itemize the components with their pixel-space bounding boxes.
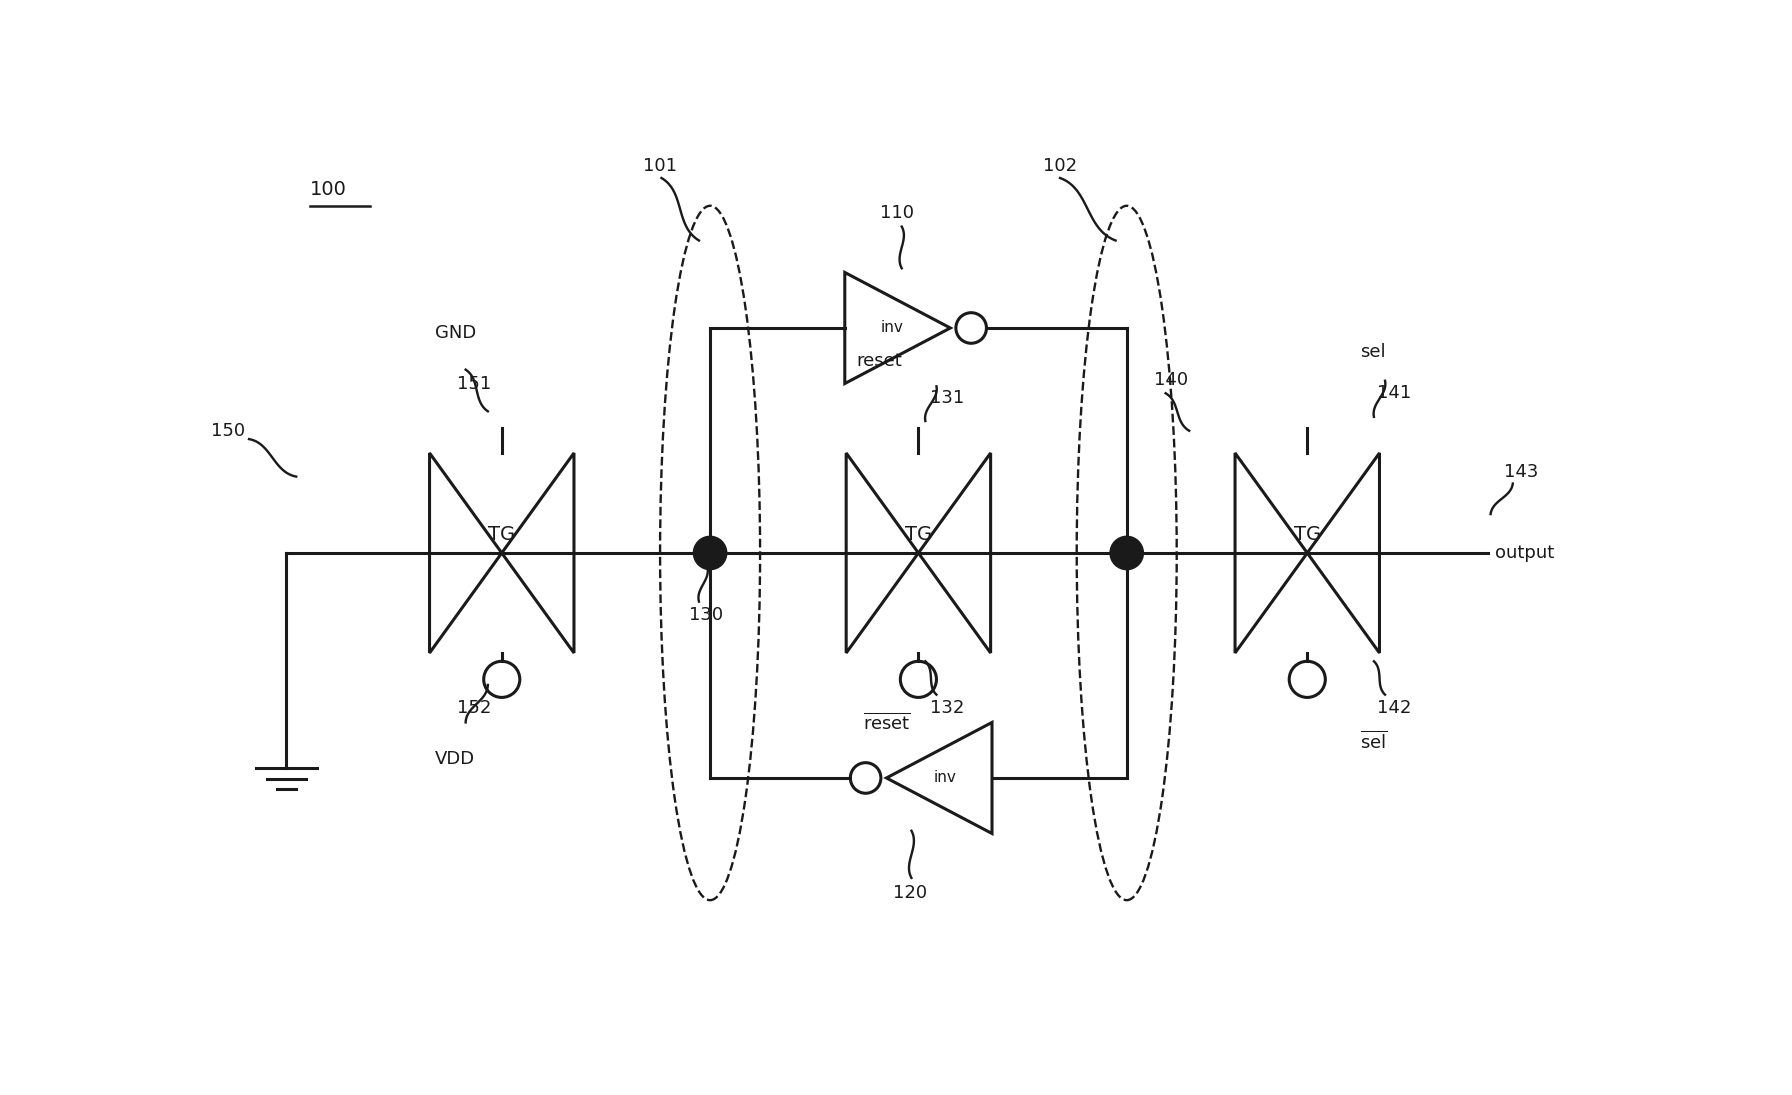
Circle shape [1109, 537, 1143, 569]
Text: 130: 130 [690, 606, 724, 624]
Text: 152: 152 [457, 699, 491, 717]
Text: 132: 132 [930, 699, 964, 717]
Text: 143: 143 [1505, 463, 1539, 481]
Text: output: output [1495, 544, 1554, 562]
Text: 101: 101 [643, 158, 677, 175]
Text: 140: 140 [1154, 371, 1188, 389]
Text: reset: reset [857, 351, 901, 370]
Text: 150: 150 [211, 422, 246, 440]
Text: 100: 100 [310, 180, 348, 199]
Text: $\overline{\mathrm{sel}}$: $\overline{\mathrm{sel}}$ [1360, 730, 1387, 752]
Text: sel: sel [1360, 344, 1385, 361]
Text: VDD: VDD [435, 750, 475, 769]
Text: 110: 110 [880, 205, 914, 222]
Text: 142: 142 [1376, 699, 1410, 717]
Text: GND: GND [435, 324, 477, 342]
Text: 151: 151 [457, 376, 491, 393]
Text: 120: 120 [894, 884, 928, 901]
Text: 141: 141 [1376, 383, 1410, 402]
Text: 131: 131 [930, 389, 964, 407]
Text: TG: TG [487, 526, 516, 544]
Text: TG: TG [905, 526, 932, 544]
Text: inv: inv [880, 321, 903, 335]
Text: TG: TG [1294, 526, 1321, 544]
Circle shape [694, 537, 728, 569]
Text: 102: 102 [1043, 158, 1077, 175]
Text: inv: inv [934, 771, 957, 785]
Text: $\overline{\mathrm{reset}}$: $\overline{\mathrm{reset}}$ [864, 713, 910, 734]
